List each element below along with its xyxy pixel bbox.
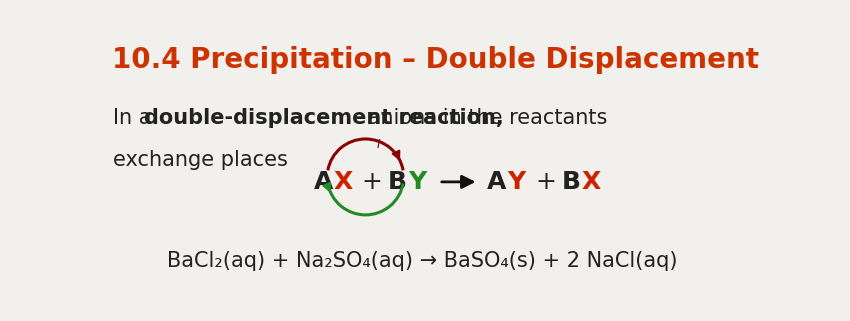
Text: anions in the reactants: anions in the reactants (361, 108, 608, 128)
Text: In a: In a (113, 108, 158, 128)
Text: A: A (487, 170, 507, 194)
Text: exchange places: exchange places (113, 150, 287, 170)
Text: +: + (362, 170, 382, 194)
Text: X: X (333, 170, 353, 194)
Text: B: B (562, 170, 581, 194)
Text: 10.4 Precipitation – Double Displacement: 10.4 Precipitation – Double Displacement (112, 46, 759, 74)
Text: I: I (377, 138, 381, 151)
Text: +: + (536, 170, 556, 194)
Text: X: X (581, 170, 600, 194)
Text: BaCl₂(aq) + Na₂SO₄(aq) → BaSO₄(s) + 2 NaCl(aq): BaCl₂(aq) + Na₂SO₄(aq) → BaSO₄(s) + 2 Na… (167, 251, 677, 271)
Text: Y: Y (507, 170, 525, 194)
Text: Y: Y (408, 170, 426, 194)
Text: B: B (388, 170, 407, 194)
Text: A: A (314, 170, 333, 194)
Text: double-displacement reaction,: double-displacement reaction, (144, 108, 503, 128)
